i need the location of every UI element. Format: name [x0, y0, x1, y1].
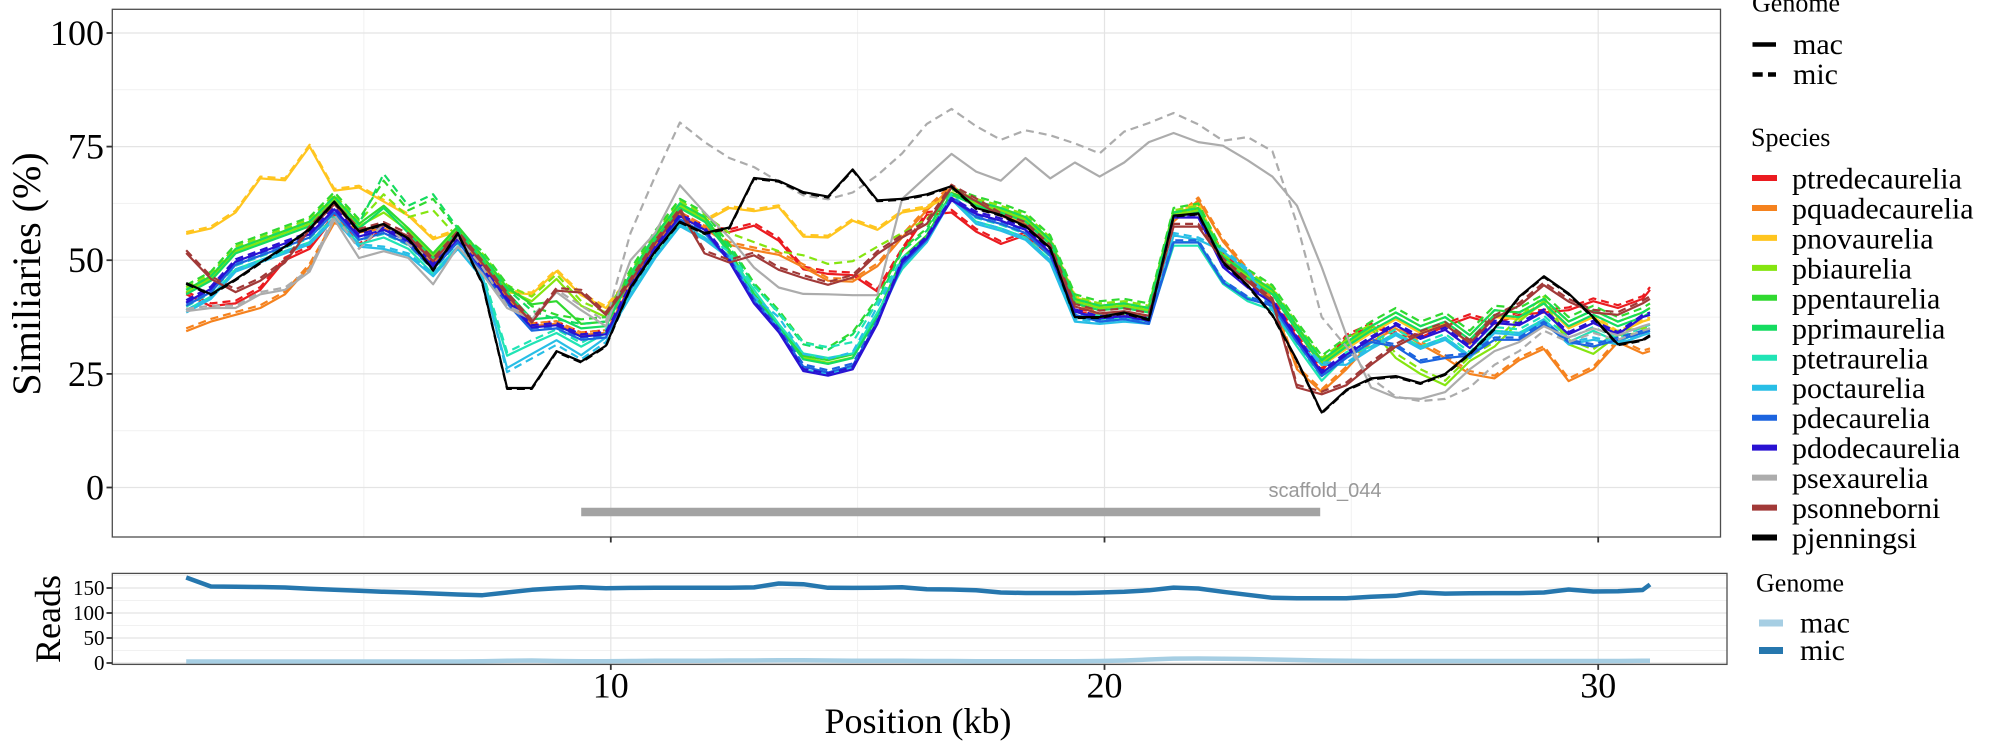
- svg-text:mic: mic: [1793, 58, 1838, 91]
- svg-text:mic: mic: [1800, 634, 1845, 667]
- svg-text:10: 10: [593, 666, 629, 706]
- svg-text:Reads: Reads: [28, 575, 68, 663]
- svg-text:pquadecaurelia: pquadecaurelia: [1792, 193, 1974, 226]
- svg-text:pprimaurelia: pprimaurelia: [1792, 312, 1945, 345]
- svg-text:0: 0: [86, 468, 104, 508]
- svg-text:50: 50: [84, 626, 105, 650]
- svg-text:pbiaurelia: pbiaurelia: [1792, 252, 1912, 285]
- svg-text:150: 150: [73, 576, 105, 600]
- svg-text:100: 100: [50, 13, 104, 53]
- svg-text:Genome: Genome: [1756, 569, 1844, 598]
- svg-text:poctaurelia: poctaurelia: [1792, 372, 1925, 405]
- svg-text:0: 0: [94, 651, 105, 675]
- svg-text:50: 50: [68, 240, 104, 280]
- svg-text:Position (kb): Position (kb): [824, 701, 1011, 741]
- svg-text:pnovaurelia: pnovaurelia: [1792, 222, 1934, 255]
- svg-text:scaffold_044: scaffold_044: [1268, 480, 1381, 502]
- svg-text:ptetraurelia: ptetraurelia: [1792, 342, 1929, 375]
- svg-text:pjenningsi: pjenningsi: [1792, 522, 1917, 555]
- svg-text:20: 20: [1087, 666, 1123, 706]
- svg-text:25: 25: [68, 354, 104, 394]
- svg-text:psonneborni: psonneborni: [1792, 492, 1940, 525]
- svg-text:pdecaurelia: pdecaurelia: [1792, 402, 1930, 435]
- svg-text:100: 100: [73, 601, 105, 625]
- svg-text:psexaurelia: psexaurelia: [1792, 462, 1929, 495]
- svg-text:mac: mac: [1800, 607, 1850, 640]
- svg-text:ptredecaurelia: ptredecaurelia: [1792, 163, 1962, 196]
- svg-text:30: 30: [1580, 666, 1616, 706]
- svg-text:Similiaries (%): Similiaries (%): [4, 152, 49, 395]
- svg-text:Genome: Genome: [1752, 0, 1840, 18]
- svg-text:pdodecaurelia: pdodecaurelia: [1792, 432, 1960, 465]
- svg-text:mac: mac: [1793, 28, 1843, 61]
- svg-text:Species: Species: [1751, 123, 1830, 152]
- svg-text:75: 75: [68, 127, 104, 167]
- svg-text:ppentaurelia: ppentaurelia: [1792, 282, 1940, 315]
